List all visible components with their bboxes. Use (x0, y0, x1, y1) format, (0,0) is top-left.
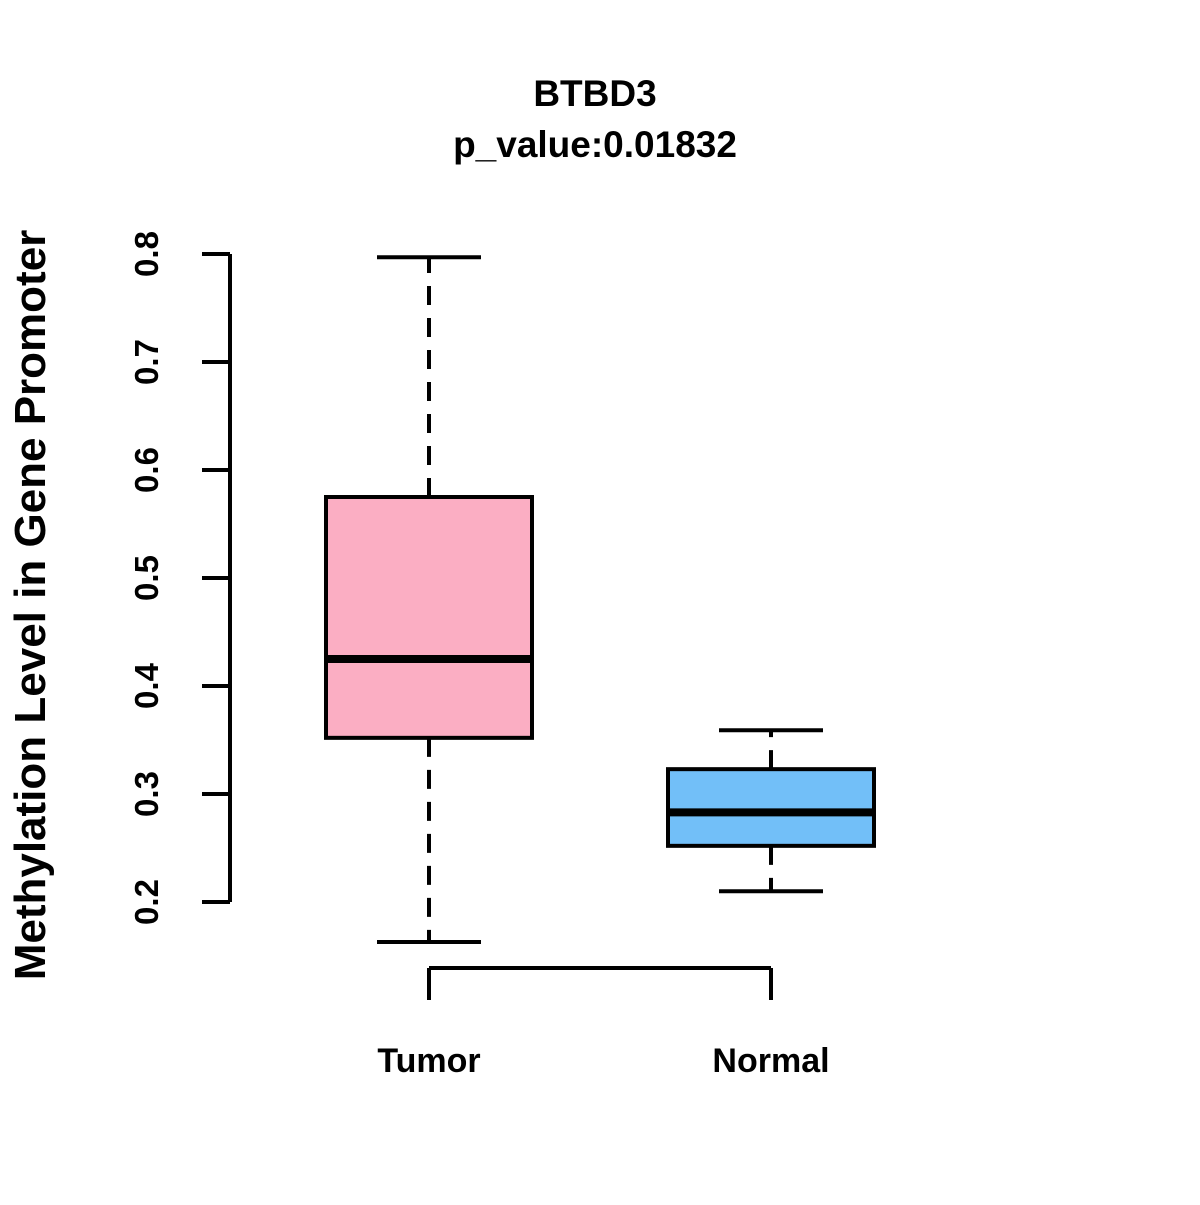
box-rect (324, 495, 534, 740)
y-axis-tick-label: 0.4 (128, 662, 165, 709)
y-axis-tick-label: 0.2 (128, 879, 165, 925)
y-axis-tick-label: 0.8 (128, 231, 165, 277)
y-axis-tick-label: 0.6 (128, 447, 165, 493)
y-axis-tick-label: 0.5 (128, 555, 165, 601)
x-axis: Tumor Normal (377, 966, 830, 1080)
boxplot-series (324, 255, 876, 944)
box-tumor (324, 255, 534, 944)
y-axis: 0.2 0.3 0.4 0.5 0.6 0.7 0.8 (128, 231, 232, 925)
chart-title: BTBD3 (533, 73, 656, 114)
chart-subtitle: p_value:0.01832 (453, 124, 737, 165)
y-axis-label: Methylation Level in Gene Promoter (6, 230, 55, 981)
y-axis-tick-label: 0.3 (128, 771, 165, 817)
box-rect (666, 767, 876, 848)
box-normal (666, 728, 876, 894)
category-label-tumor: Tumor (377, 1042, 480, 1080)
category-label-normal: Normal (712, 1042, 829, 1080)
y-axis-tick-label: 0.7 (128, 339, 165, 385)
